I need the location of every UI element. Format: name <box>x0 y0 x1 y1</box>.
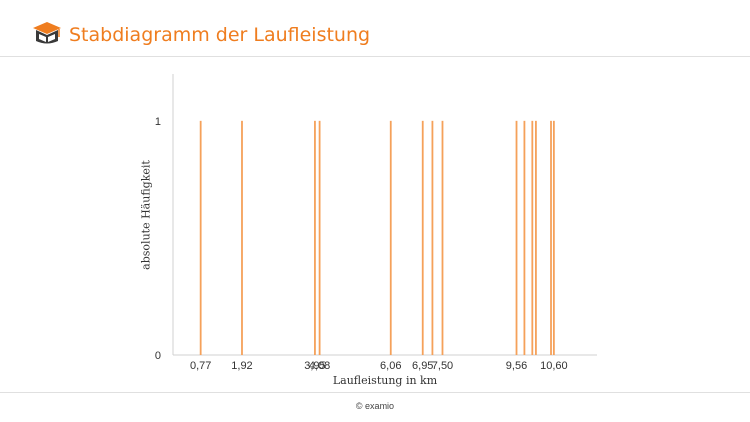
y-tick-label: 1 <box>155 116 161 128</box>
examio-book-logo-icon <box>33 22 61 44</box>
bar <box>523 120 526 355</box>
copyright-text: © examio <box>355 401 395 411</box>
y-tick-label: 0 <box>155 350 161 362</box>
bar <box>389 120 392 355</box>
page-title: Stabdiagramm der Laufleistung <box>69 24 371 46</box>
x-tick-label: 6,95 <box>412 360 433 372</box>
bar <box>314 120 316 355</box>
x-tick-label: 10,60 <box>540 360 568 372</box>
bar <box>535 120 537 355</box>
x-tick-label: 4,08 <box>309 360 330 372</box>
bar <box>318 120 321 355</box>
bar <box>241 120 243 355</box>
x-tick-label: 6,06 <box>380 360 401 372</box>
header-divider <box>0 56 750 57</box>
bar <box>199 120 202 355</box>
header: Stabdiagramm der Laufleistung <box>0 0 750 56</box>
x-tick-label: 7,50 <box>432 360 453 372</box>
x-tick-label: 1,92 <box>231 360 252 372</box>
bar <box>421 120 424 355</box>
x-axis-label: Laufleistung in km <box>332 374 438 387</box>
x-tick-label: 0,77 <box>190 360 211 372</box>
x-tick-label: 3,95 <box>304 360 325 372</box>
bar <box>441 120 444 355</box>
x-tick-label: 9,56 <box>506 360 527 372</box>
bar <box>431 120 434 355</box>
bar <box>531 120 534 355</box>
bar <box>515 120 518 355</box>
bar <box>552 120 555 355</box>
footer-divider <box>0 392 750 393</box>
bar <box>550 120 552 355</box>
